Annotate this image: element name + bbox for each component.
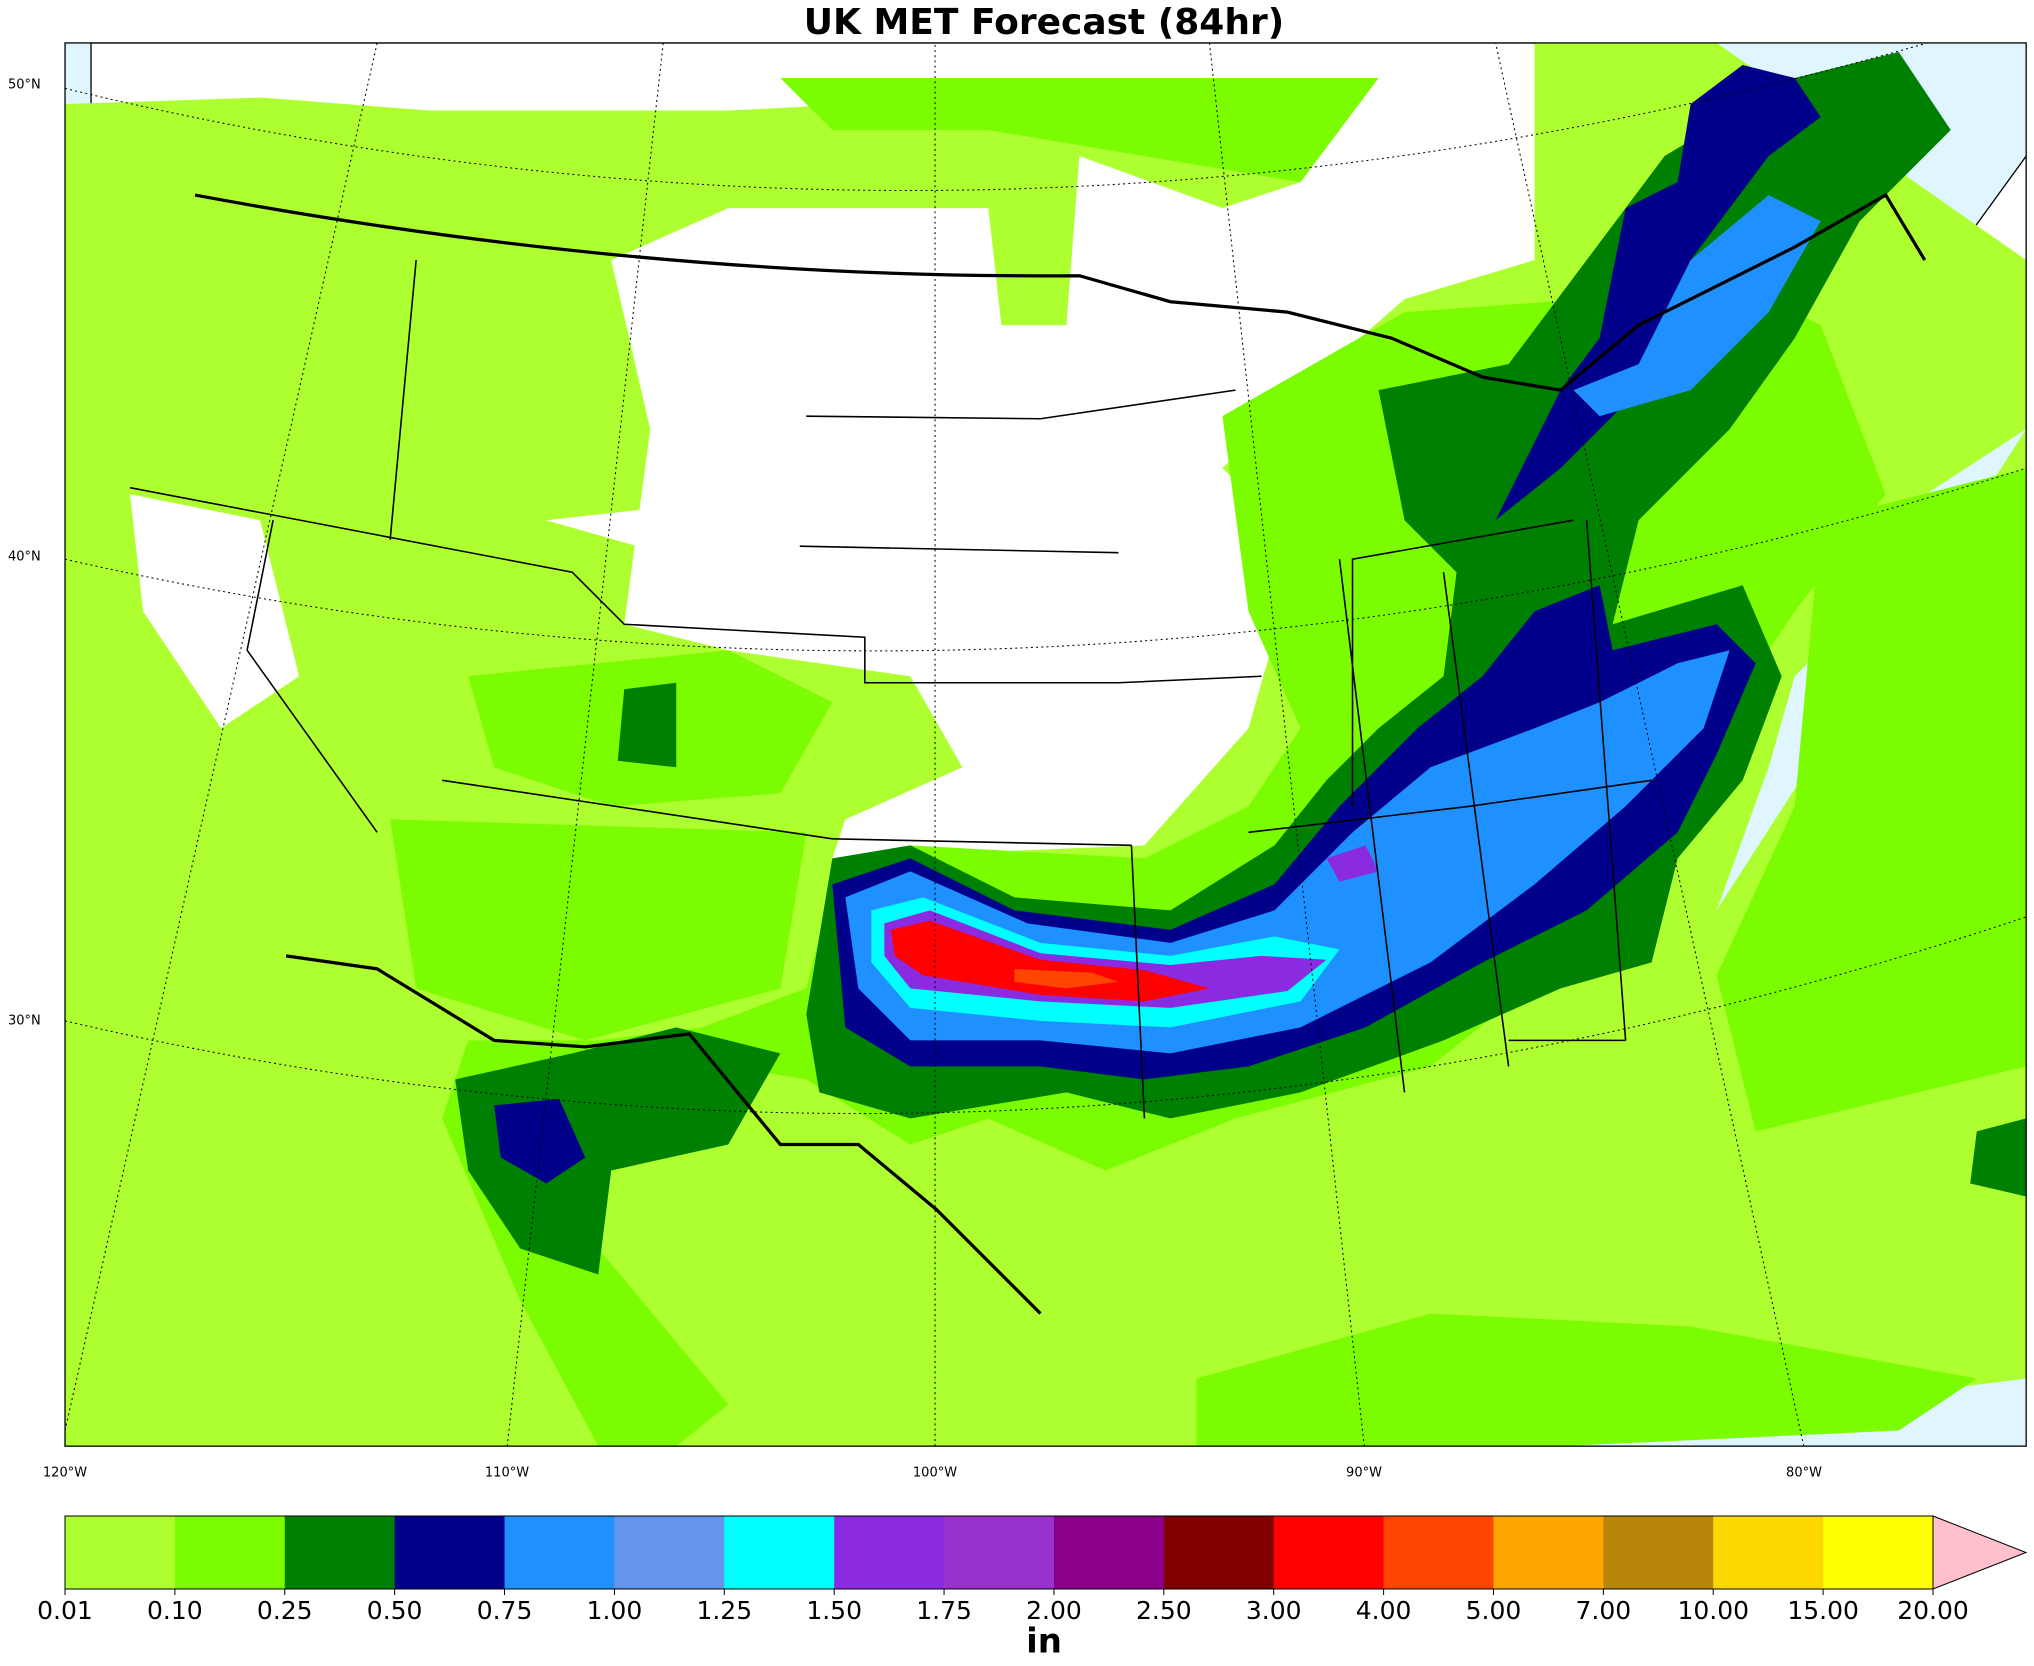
lon-label: 120°W [43,1466,87,1481]
colorbar-segment [724,1516,835,1589]
colorbar-extend [1932,1515,2028,1590]
colorbar-tick-label: 5.00 [1466,1596,1522,1625]
colorbar-tick-label: 1.50 [806,1596,862,1625]
colorbar-tick-label: 1.75 [916,1596,972,1625]
colorbar-tick-label: 15.00 [1787,1596,1859,1625]
colorbar-frame [64,1515,1934,1590]
colorbar-segment [1383,1516,1494,1589]
colorbar: 0.01 0.10 0.25 0.50 0.75 1.00 1.25 1.50 1.75 2.00… [37,1515,2028,1625]
colorbar-tick-label: 3.00 [1246,1596,1302,1625]
colorbar-segment [394,1516,506,1589]
colorbar-segment [1823,1516,1934,1589]
lon-label: 100°W [913,1466,957,1481]
colorbar-tick-label: 7.00 [1576,1596,1632,1625]
colorbar-segment [1163,1516,1275,1589]
colorbar-segment [284,1516,396,1589]
colorbar-segment [504,1516,615,1589]
map-frame [64,42,2027,1447]
colorbar-tick-label: 0.01 [37,1596,93,1625]
colorbar-tick-label: 10.00 [1677,1596,1749,1625]
colorbar-tick-label: 2.00 [1026,1596,1082,1625]
title: UK MET Forecast (84hr) [804,2,1284,43]
colorbar-segment [1053,1516,1165,1589]
colorbar-tick-label: 0.25 [257,1596,313,1625]
lon-label: 80°W [1786,1466,1822,1481]
colorbar-segment [834,1516,945,1589]
colorbar-segment [174,1516,286,1589]
colorbar-tick-label: 0.75 [477,1596,533,1625]
colorbar-tick-label: 0.50 [367,1596,423,1625]
map [64,42,2027,1447]
colorbar-tick-label: 4.00 [1356,1596,1412,1625]
colorbar-tick-label: 0.10 [147,1596,203,1625]
borders [129,192,1927,1315]
lon-label: 110°W [485,1466,529,1481]
colorbar-tick-label: 2.50 [1136,1596,1192,1625]
colorbar-segment [1273,1516,1385,1589]
colorbar-tick-label: 1.25 [696,1596,752,1625]
colorbar-segment [614,1516,725,1589]
colorbar-segment [944,1516,1055,1589]
lat-label: 40°N [8,550,41,565]
colorbar-segment [1493,1516,1604,1589]
colorbar-segment [65,1516,176,1589]
no-precip [130,338,1548,950]
colorbar-tick-label: 20.00 [1897,1596,1969,1625]
precip-orange [1014,968,1119,989]
colorbar-segment [1713,1516,1824,1589]
lat-label: 50°N [8,78,41,93]
lon-label: 90°W [1346,1466,1382,1481]
colorbar-unit: in [1026,1622,1062,1662]
colorbar-tick-label: 1.00 [587,1596,643,1625]
precip-red [890,920,1210,1002]
colorbar-segment [1603,1516,1714,1589]
lat-label: 30°N [8,1014,41,1029]
graticule [65,42,2027,1447]
